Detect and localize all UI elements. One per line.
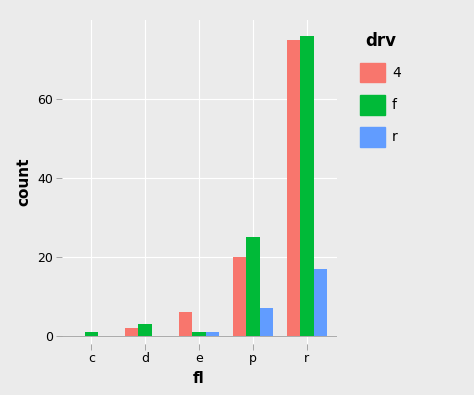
Bar	[192, 332, 206, 336]
Bar	[125, 328, 138, 336]
Legend: 4, f, r: 4, f, r	[355, 27, 406, 152]
Bar	[287, 40, 300, 336]
X-axis label: fl: fl	[193, 371, 205, 386]
Bar	[138, 324, 152, 336]
Bar	[233, 257, 246, 336]
Bar	[246, 237, 260, 336]
Bar	[314, 269, 327, 336]
Bar	[300, 36, 314, 336]
Y-axis label: count: count	[17, 158, 32, 206]
Bar	[84, 332, 98, 336]
Bar	[206, 332, 219, 336]
Bar	[260, 308, 273, 336]
Bar	[179, 312, 192, 336]
